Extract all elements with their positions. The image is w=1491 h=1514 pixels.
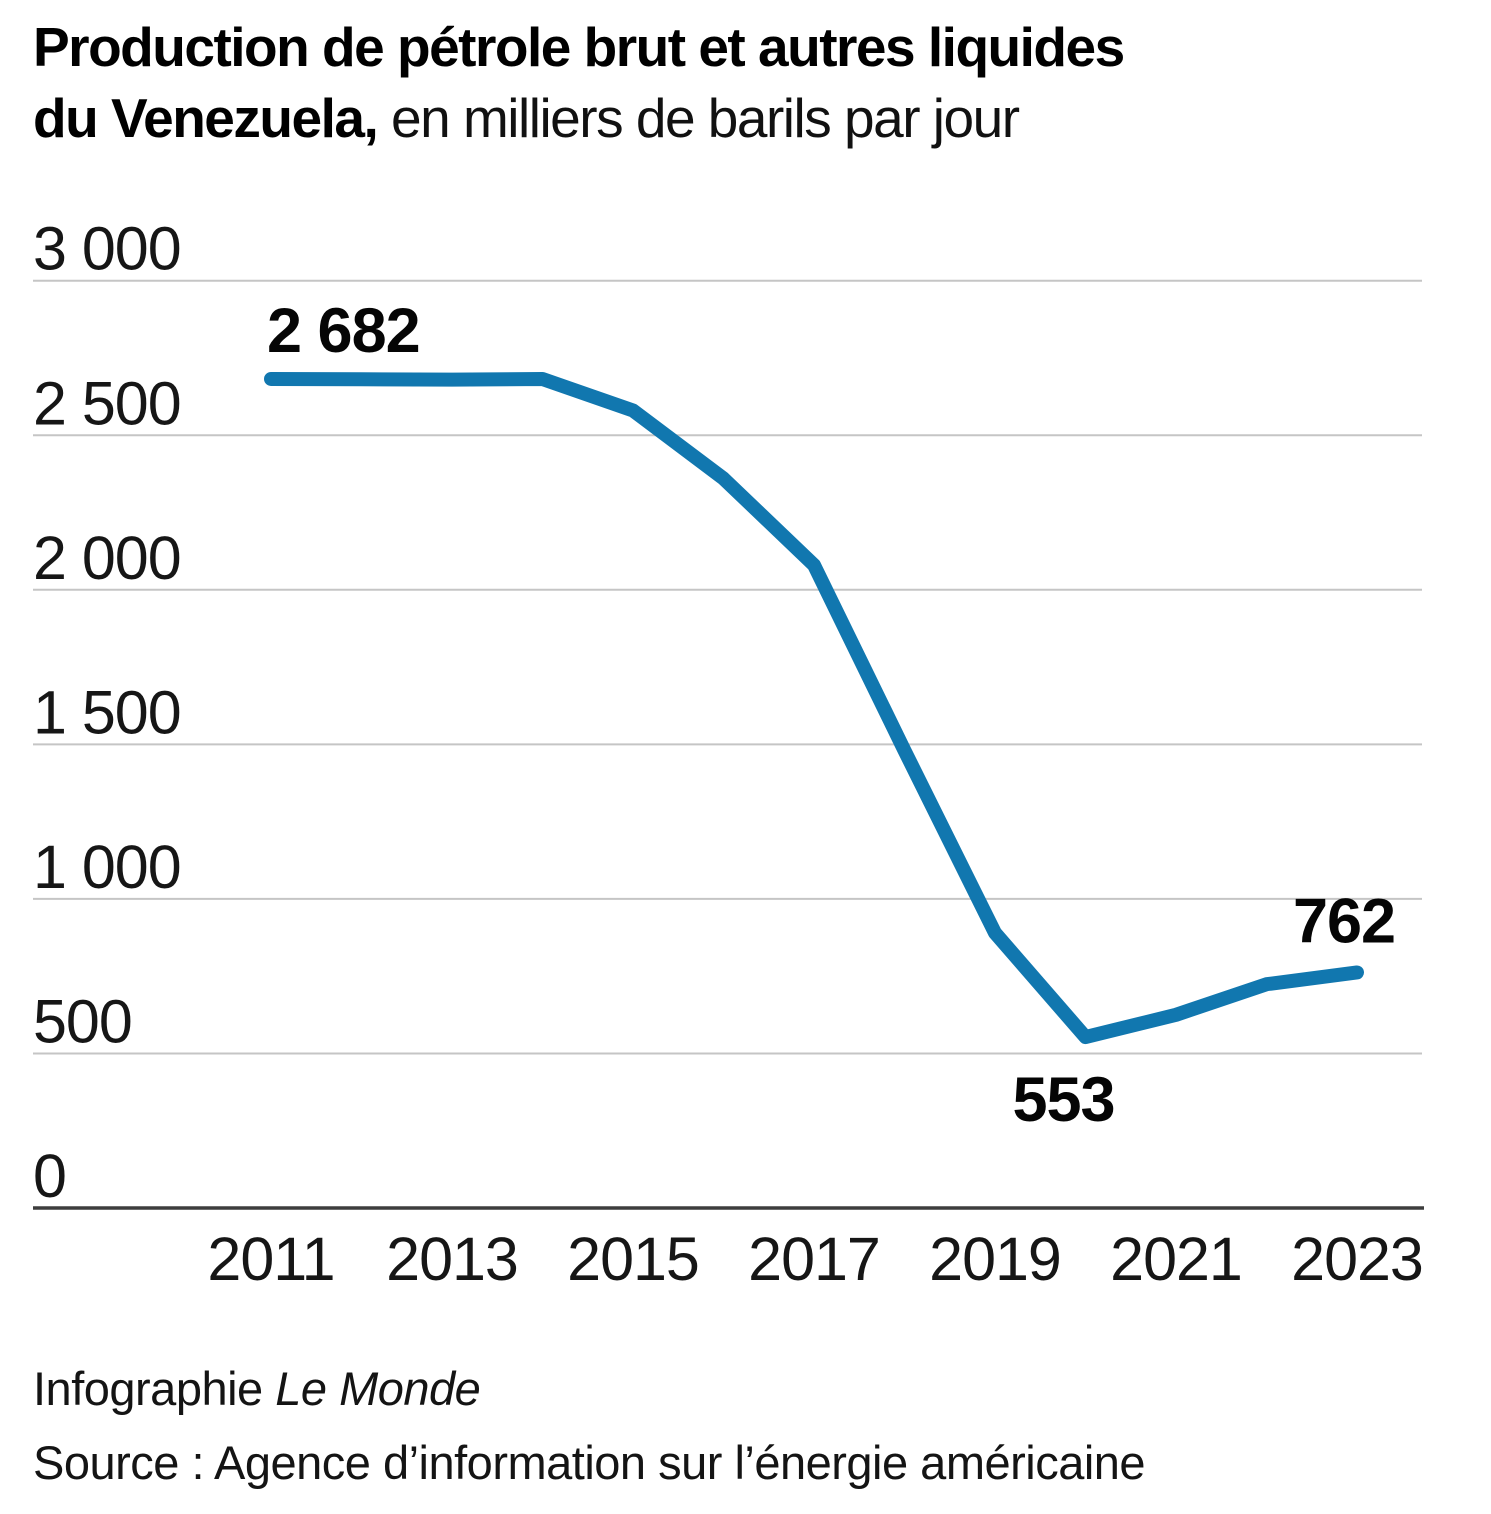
y-tick-label: 3 000 <box>33 215 181 283</box>
y-axis-labels: 3 000 2 500 2 000 1 500 1 000 500 0 <box>33 215 182 1210</box>
x-tick-label: 2021 <box>1110 1225 1242 1293</box>
y-tick-label: 1 000 <box>33 833 181 901</box>
title-line2-bold: du Venezuela, <box>33 87 379 149</box>
x-tick-label: 2017 <box>748 1225 880 1293</box>
data-annotations: 2 682 553 762 <box>267 296 1396 1135</box>
gridlines <box>33 279 1424 1210</box>
title-line1: Production de pétrole brut et autres liq… <box>33 16 1125 78</box>
x-tick-label: 2019 <box>929 1225 1061 1293</box>
source-line: Source : Agence d’information sur l’éner… <box>33 1436 1146 1489</box>
y-tick-label: 0 <box>33 1142 66 1210</box>
credit-line: Infographie Le Monde <box>33 1352 1145 1426</box>
x-tick-label: 2011 <box>207 1225 334 1293</box>
value-label: 2 682 <box>267 296 420 366</box>
x-tick-label: 2015 <box>567 1225 699 1293</box>
footer: Infographie Le Monde Source : Agence d’i… <box>33 1352 1146 1500</box>
y-tick-label: 500 <box>33 987 132 1055</box>
value-label: 553 <box>1012 1065 1114 1135</box>
title-unit-label: en milliers de barils par jour <box>377 87 1020 149</box>
credit-prefix: Infographie <box>33 1362 276 1415</box>
production-line <box>264 371 1364 1045</box>
data-series <box>264 371 1364 1045</box>
credit-brand: Le Monde <box>275 1362 481 1415</box>
y-tick-label: 2 000 <box>33 524 181 592</box>
x-axis-labels: 2011 2013 2015 2017 2019 2021 2023 <box>207 1225 1423 1293</box>
chart-title: Production de pétrole brut et autres liq… <box>33 12 1125 154</box>
x-tick-label: 2023 <box>1291 1225 1423 1293</box>
y-tick-label: 1 500 <box>33 678 181 746</box>
value-label: 762 <box>1293 886 1395 956</box>
y-tick-label: 2 500 <box>33 369 181 437</box>
x-tick-label: 2013 <box>386 1225 518 1293</box>
